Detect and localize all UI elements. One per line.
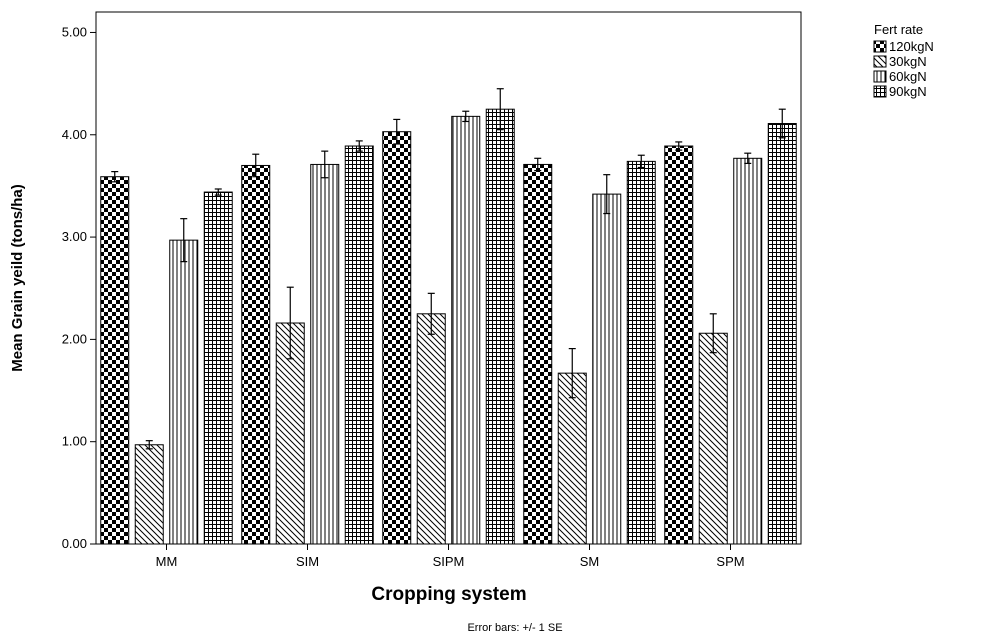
bar	[344, 145, 374, 545]
y-tick-label: 0.00	[62, 536, 87, 551]
bar	[664, 145, 694, 545]
bar	[767, 123, 797, 545]
bar	[100, 176, 130, 545]
bar	[241, 164, 271, 545]
legend-label: 120kgN	[889, 39, 934, 54]
y-tick-label: 2.00	[62, 331, 87, 346]
legend-label: 30kgN	[889, 54, 927, 69]
bar	[698, 332, 728, 545]
legend-title: Fert rate	[874, 22, 923, 37]
bar	[310, 163, 340, 545]
bar	[733, 157, 763, 545]
bar	[485, 108, 515, 545]
legend-swatch	[873, 40, 887, 53]
legend-swatch	[873, 70, 887, 83]
bar	[416, 313, 446, 545]
legend-label: 90kgN	[889, 84, 927, 99]
legend-swatch	[873, 55, 887, 68]
y-tick-label: 5.00	[62, 24, 87, 39]
y-axis: 0.00 1.00 2.00 3.00 4.00 5.00	[62, 24, 96, 551]
y-tick-label: 3.00	[62, 229, 87, 244]
y-axis-title: Mean Grain yeild (tons/ha)	[9, 184, 26, 372]
bar	[382, 131, 412, 545]
bar	[592, 193, 622, 545]
legend-swatch	[873, 85, 887, 98]
x-axis: MM SIM SIPM SM SPM	[156, 544, 745, 569]
legend-label: 60kgN	[889, 69, 927, 84]
bar	[626, 160, 656, 545]
plot-frame	[95, 11, 802, 545]
x-tick-label: SIPM	[433, 554, 465, 569]
bar	[134, 444, 164, 545]
x-tick-label: SM	[580, 554, 600, 569]
bar	[203, 191, 233, 545]
bar	[451, 115, 481, 545]
bar	[523, 163, 553, 545]
bar-group	[100, 88, 797, 545]
error-bar-note: Error bars: +/- 1 SE	[467, 622, 562, 634]
x-tick-label: MM	[156, 554, 178, 569]
bar	[169, 239, 199, 545]
y-tick-label: 4.00	[62, 127, 87, 142]
x-axis-title: Cropping system	[371, 584, 526, 605]
bar	[557, 372, 587, 545]
x-tick-label: SIM	[296, 554, 319, 569]
y-tick-label: 1.00	[62, 434, 87, 449]
x-tick-label: SPM	[716, 554, 744, 569]
